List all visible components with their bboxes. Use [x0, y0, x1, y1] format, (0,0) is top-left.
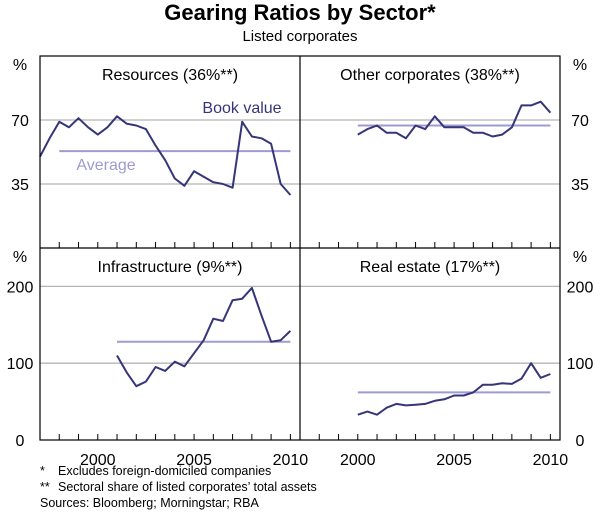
resources-unit-label: %: [13, 57, 27, 74]
real-estate-ytick-200: 200: [567, 279, 594, 296]
real-estate-ytick-100: 100: [567, 356, 594, 373]
infrastructure-ytick-0: 0: [16, 433, 25, 450]
chart-title: Gearing Ratios by Sector*: [164, 0, 436, 25]
infrastructure-panel-title: Infrastructure (9%**): [98, 259, 243, 276]
footnotes: * Excludes foreign-domiciled companies **…: [40, 463, 317, 511]
infrastructure-unit-label: %: [13, 249, 27, 266]
xlabel-right-2000: 2000: [340, 452, 376, 469]
footnote-2-text: Sectoral share of listed corporates’ tot…: [58, 480, 317, 494]
resources-book-value-line: [39, 115, 292, 196]
xlabel-right-2010: 2010: [533, 452, 569, 469]
resources-average-label: Average: [76, 157, 135, 174]
other-corporates-unit-label: %: [573, 57, 587, 74]
xlabel-left-2010: 2010: [273, 452, 309, 469]
sources: Sources: Bloomberg; Morningstar; RBA: [40, 496, 259, 510]
footnote-2: ** Sectoral share of listed corporates’ t…: [40, 479, 317, 495]
other-corporates-ytick-35: 35: [571, 177, 589, 194]
infrastructure-ytick-100: 100: [7, 356, 34, 373]
footnote-1-symbol: *: [40, 464, 45, 478]
resources-panel-title: Resources (36%**): [102, 67, 238, 84]
other-corporates-panel-title: Other corporates (38%**): [340, 67, 520, 84]
footnote-2-symbol: **: [40, 480, 50, 494]
xlabel-left-2000: 2000: [80, 452, 116, 469]
footnote-1: * Excludes foreign-domiciled companies: [40, 463, 317, 479]
footnote-1-text: Excludes foreign-domiciled companies: [58, 464, 272, 478]
resources-series-label: Book value: [202, 100, 281, 117]
real-estate-ytick-0: 0: [576, 433, 585, 450]
resources-ytick-35: 35: [11, 177, 29, 194]
infrastructure-book-value-line: [116, 286, 292, 388]
infrastructure-ytick-200: 200: [7, 279, 34, 296]
real-estate-panel-title: Real estate (17%**): [360, 259, 501, 276]
other-corporates-book-value-line: [357, 100, 552, 140]
real-estate-book-value-line: [357, 362, 551, 416]
xlabel-right-2005: 2005: [436, 452, 472, 469]
real-estate-unit-label: %: [573, 249, 587, 266]
chart-subtitle: Listed corporates: [242, 28, 358, 45]
other-corporates-ytick-70: 70: [571, 113, 589, 130]
resources-ytick-70: 70: [11, 113, 29, 130]
xlabel-left-2005: 2005: [176, 452, 212, 469]
